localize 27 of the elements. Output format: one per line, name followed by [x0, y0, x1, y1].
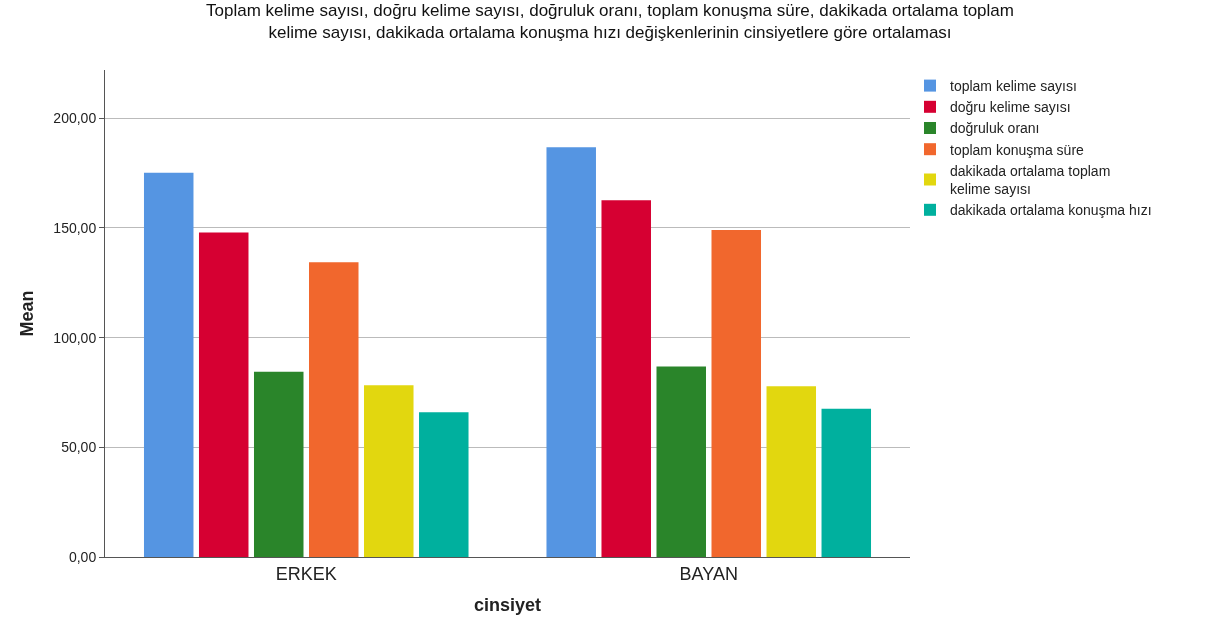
y-tick-label: 200,00 [53, 110, 97, 127]
y-tick-label: 150,00 [53, 219, 97, 236]
legend-label: doğru kelime sayısı [950, 99, 1071, 116]
x-tick-label: ERKEK [275, 563, 337, 584]
bar [711, 229, 762, 557]
bar [143, 172, 194, 557]
y-axis-title: Mean [16, 290, 37, 337]
legend-label: doğruluk oranı [950, 120, 1040, 137]
bar [253, 371, 304, 557]
x-axis-title: cinsiyet [473, 594, 542, 615]
bar [364, 385, 414, 557]
legend-label: toplam kelime sayısı [950, 78, 1077, 95]
chart-title: Toplam kelime sayısı, doğru kelime sayısı, doğruluk oranı, toplam konuşma süre, dakikada ortalama toplam kelime sayısı, dakikada ortalama konuşma hızı değişkenlerinin cinsiyetlere göre ortalaması [206, 0, 1014, 43]
y-tick-label: 0,00 [68, 548, 97, 565]
legend-label: toplam konuşma süre [950, 141, 1085, 158]
bar [766, 386, 817, 557]
y-tick-label: 50,00 [61, 439, 97, 456]
bar [198, 232, 249, 557]
bar [656, 366, 706, 557]
y-tick-label: 100,00 [53, 329, 97, 346]
legend-label: dakikada ortalama konuşma hızı [950, 202, 1152, 219]
bar [309, 262, 359, 557]
bar [419, 412, 469, 557]
x-tick-label: BAYAN [679, 563, 738, 584]
bar [601, 200, 651, 557]
bar [821, 408, 872, 557]
bar [546, 147, 596, 557]
